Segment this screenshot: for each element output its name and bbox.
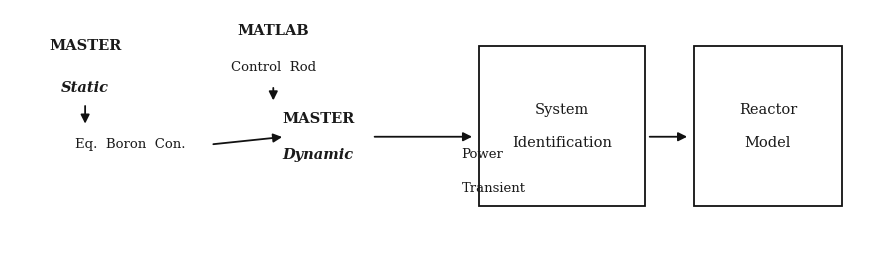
- Text: Power: Power: [461, 148, 504, 161]
- Text: Reactor: Reactor: [738, 103, 797, 117]
- Text: Transient: Transient: [461, 182, 525, 195]
- Text: Eq.  Boron  Con.: Eq. Boron Con.: [74, 138, 185, 151]
- Text: Control  Rod: Control Rod: [230, 61, 316, 74]
- Text: System: System: [535, 103, 589, 117]
- FancyBboxPatch shape: [479, 46, 645, 206]
- Text: MASTER: MASTER: [282, 112, 354, 126]
- Text: Static: Static: [61, 81, 109, 95]
- Text: MATLAB: MATLAB: [237, 24, 309, 38]
- Text: MASTER: MASTER: [49, 39, 121, 53]
- Text: Identification: Identification: [512, 136, 612, 150]
- Text: Model: Model: [745, 136, 791, 150]
- FancyBboxPatch shape: [694, 46, 842, 206]
- Text: Dynamic: Dynamic: [282, 148, 354, 162]
